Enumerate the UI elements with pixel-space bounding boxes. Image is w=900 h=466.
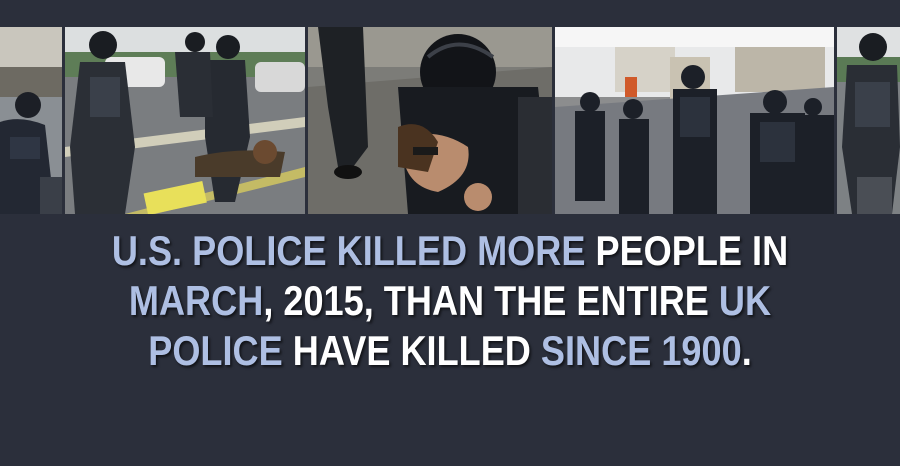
- caption-highlight-text: U.S. Police Killed More: [111, 227, 586, 274]
- photo-strip: [0, 27, 900, 214]
- caption-plain-text: , 2015, than the entire: [263, 277, 719, 324]
- caption-plain-text: have killed: [282, 327, 541, 374]
- caption-highlight-text: Police: [148, 327, 283, 374]
- caption-highlight-text: since 1900: [540, 327, 742, 374]
- photo-riot-police-line: [555, 27, 834, 214]
- photo-armed-officer: [837, 27, 900, 214]
- caption-plain-text: People in: [585, 227, 789, 274]
- caption-line-2: March, 2015, than the entire UK: [63, 276, 837, 326]
- photo-riot-officer-crouching: [0, 27, 62, 214]
- photo-officers-subduing-protester: [65, 27, 305, 214]
- caption-plain-text: .: [741, 327, 752, 374]
- caption-line-1: U.S. Police Killed More People in: [63, 226, 837, 276]
- caption-line-3: Police have killed since 1900.: [63, 326, 837, 376]
- headline-caption: U.S. Police Killed More People in March,…: [63, 226, 837, 376]
- photo-officer-pinning-man: [308, 27, 552, 214]
- caption-highlight-text: UK: [718, 277, 772, 324]
- caption-highlight-text: March: [128, 277, 264, 324]
